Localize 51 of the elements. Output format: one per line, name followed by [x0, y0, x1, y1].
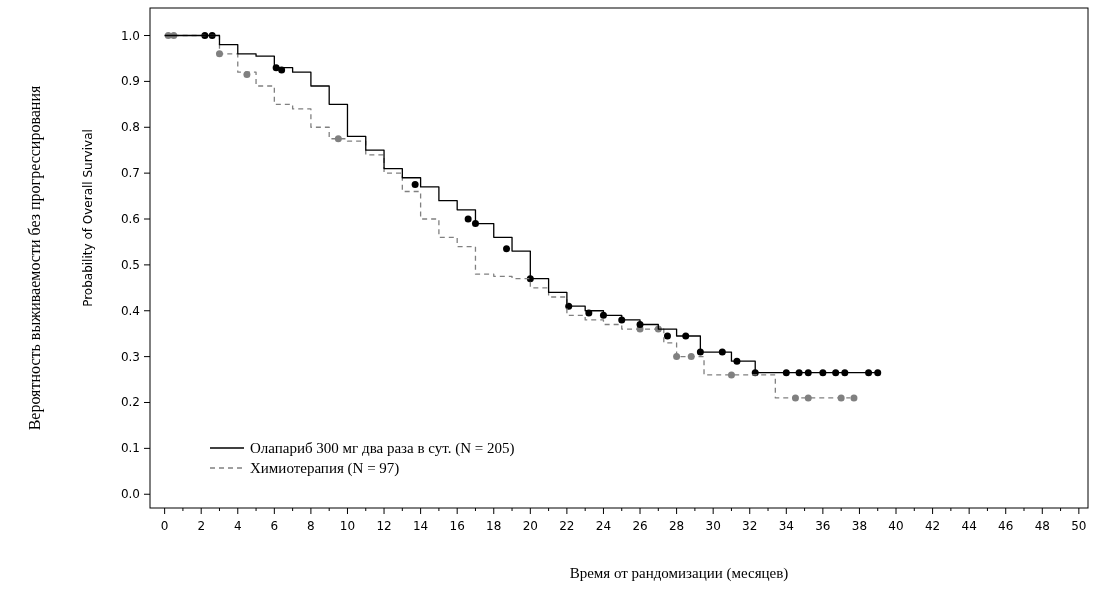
x-tick-label: 20: [522, 519, 538, 533]
y-axis-title: Вероятность выживаемости без прогрессирования: [26, 85, 44, 431]
x-tick-label: 40: [888, 519, 904, 533]
y-tick-label: 0.9: [120, 74, 140, 89]
text: Probability of Overall Survival: [81, 129, 95, 307]
x-tick-label: 38: [851, 519, 868, 533]
x-tick-label: 12: [376, 519, 392, 533]
legend-label: Олапариб 300 мг два раза в сут. (N = 205): [250, 440, 515, 457]
point: [503, 245, 511, 253]
x-tick-label: 0: [160, 519, 169, 533]
point: [334, 135, 342, 143]
y-tick-label: 0.4: [120, 303, 140, 318]
x-tick-label: 42: [924, 519, 941, 533]
x-tick-label: 34: [778, 519, 794, 533]
legend-label: Химиотерапия (N = 97): [250, 460, 400, 477]
x-tick-label: 24: [595, 519, 612, 533]
x-tick-label: 8: [307, 519, 315, 533]
y-tick-label: 0.6: [120, 212, 140, 227]
x-tick-label: 32: [742, 519, 758, 533]
y-tick-label: 0.3: [120, 349, 140, 364]
x-axis-title: Время от рандомизации (месяцев): [569, 565, 789, 582]
point: [411, 181, 419, 189]
x-tick-label: 28: [668, 519, 685, 533]
x-tick-label: 4: [233, 519, 242, 533]
x-tick-label: 30: [705, 519, 721, 533]
point: [673, 353, 681, 361]
y-tick-label: 0.2: [120, 395, 140, 410]
point: [663, 332, 671, 340]
x-tick-label: 36: [815, 519, 831, 533]
x-tick-label: 2: [197, 519, 206, 533]
x-tick-label: 26: [632, 519, 648, 533]
y-tick-label: 0.7: [120, 166, 140, 181]
x-tick-label: 48: [1034, 519, 1050, 533]
y-tick-label: 1.0: [120, 28, 140, 43]
y-tick-label: 0.8: [120, 120, 140, 135]
y-tick-label: 0.0: [120, 487, 140, 502]
x-tick-label: 6: [270, 519, 279, 533]
x-tick-label: 44: [961, 519, 977, 533]
point: [687, 353, 695, 361]
x-tick-label: 18: [486, 519, 502, 533]
y-tick-label: 0.5: [120, 257, 140, 272]
y-tick-label: 0.1: [120, 441, 140, 456]
x-tick-label: 50: [1071, 519, 1087, 533]
x-tick-label: 22: [559, 519, 575, 533]
point: [464, 215, 472, 223]
x-tick-label: 46: [998, 519, 1014, 533]
x-tick-label: 16: [449, 519, 465, 533]
point: [850, 394, 858, 402]
x-tick-label: 14: [412, 519, 429, 533]
x-tick-label: 10: [339, 519, 356, 533]
point: [874, 369, 882, 377]
